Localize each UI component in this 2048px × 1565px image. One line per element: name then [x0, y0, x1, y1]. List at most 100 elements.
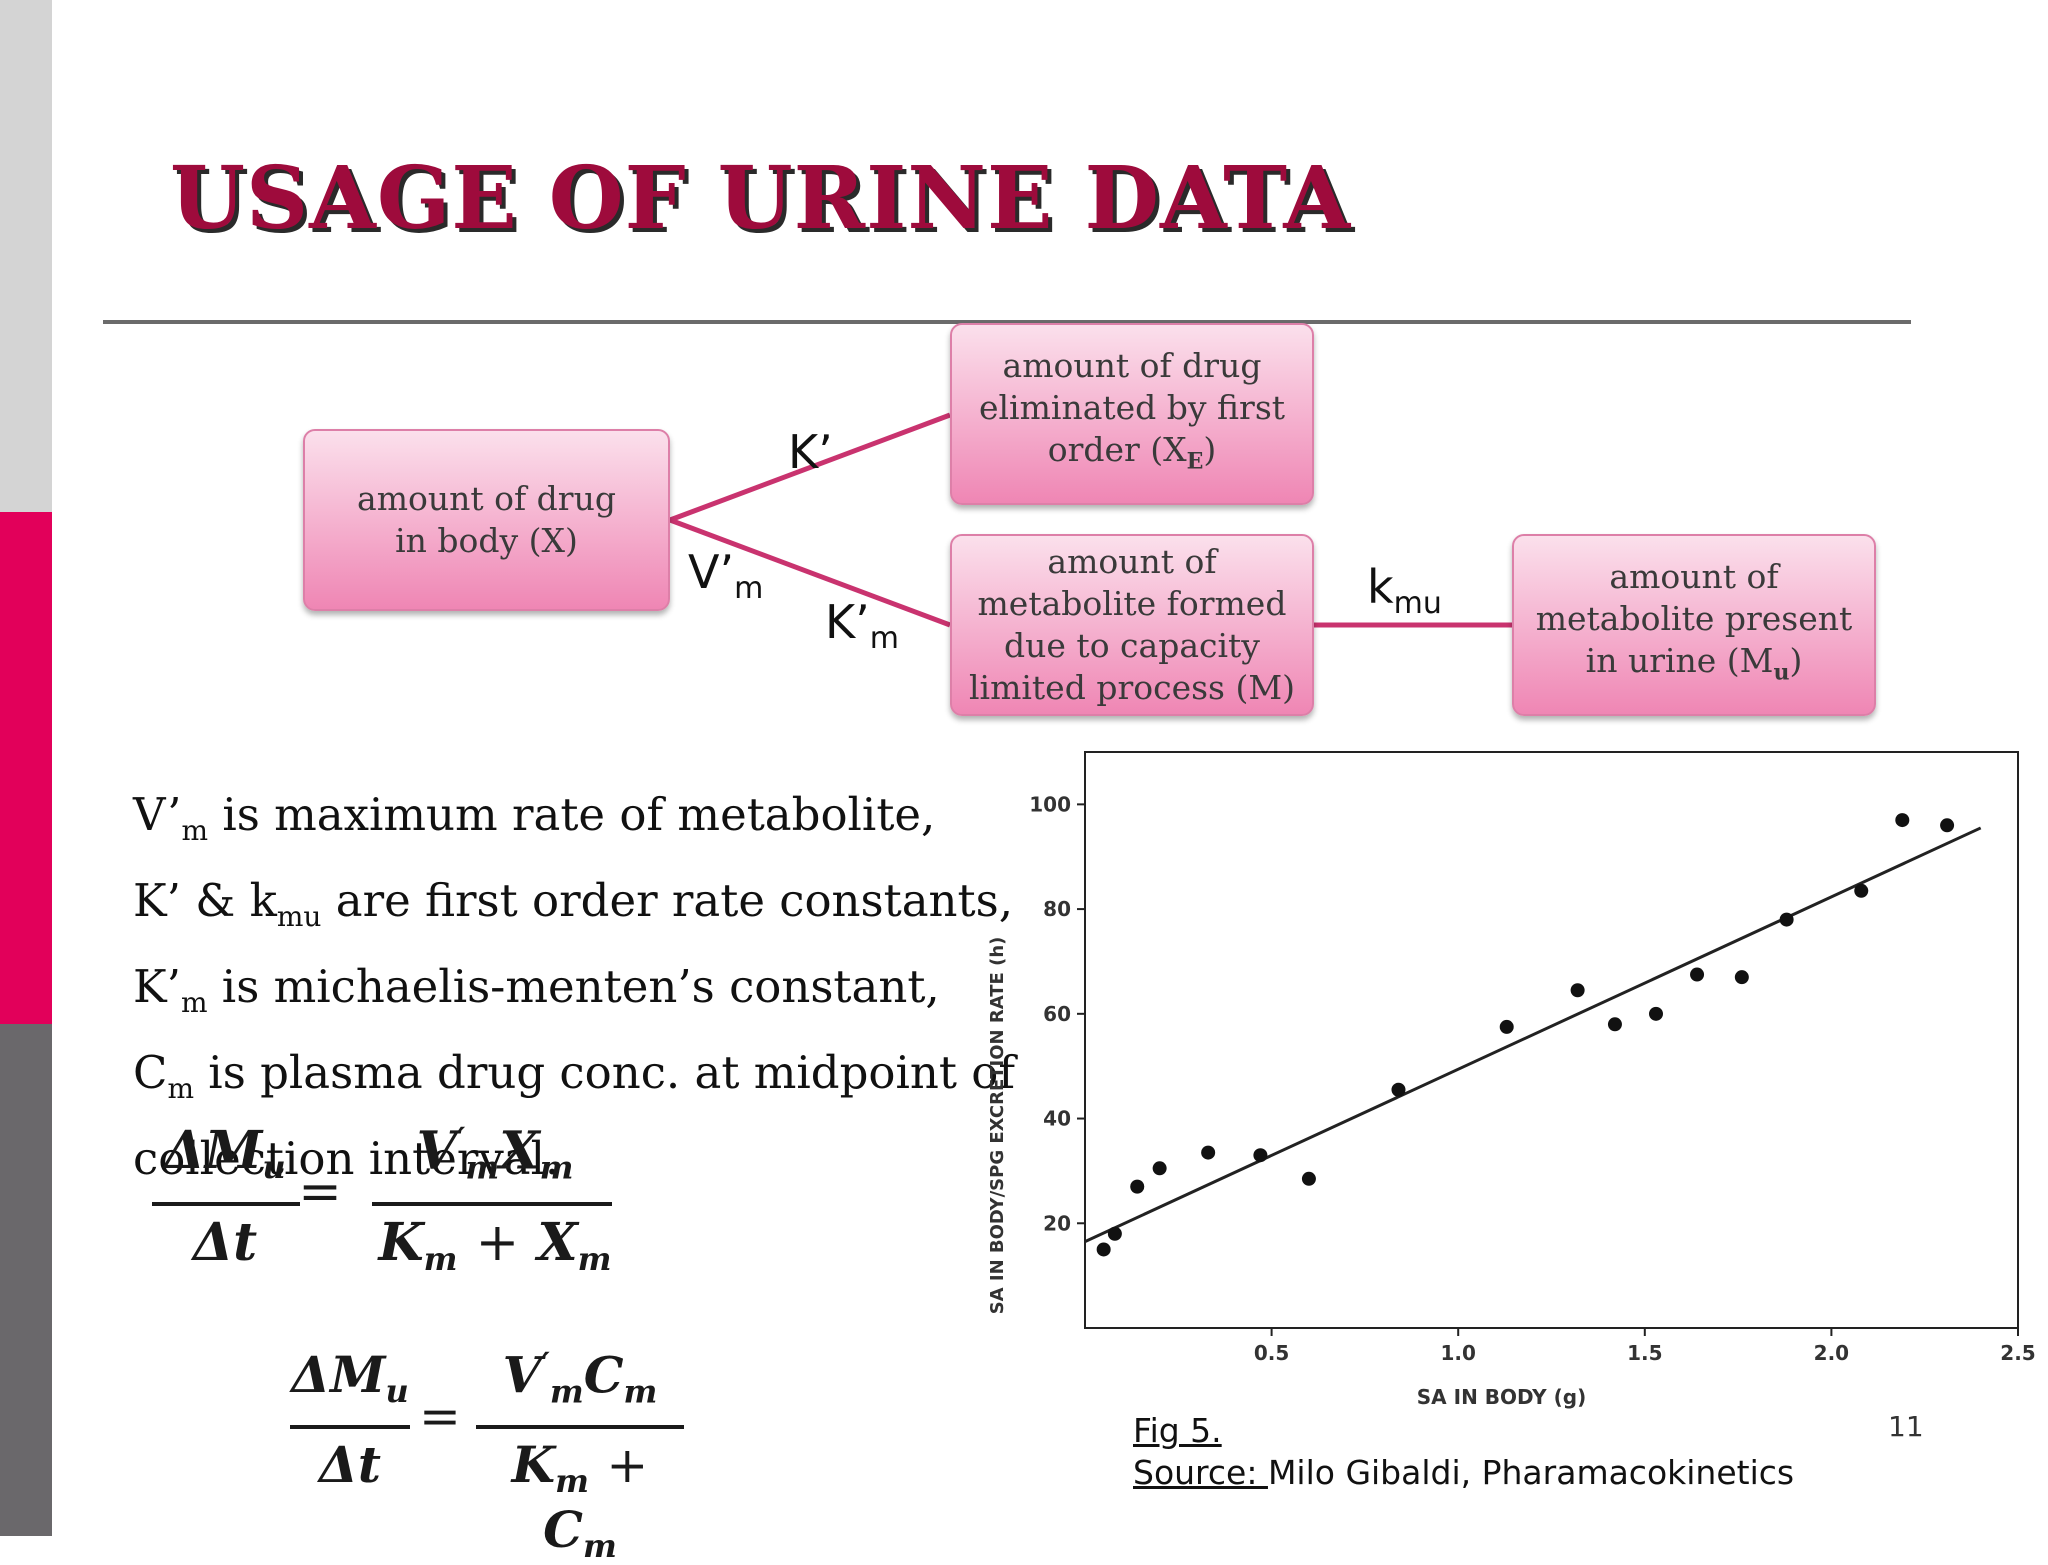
figure-source-line: Source: Milo Gibaldi, Pharamacokinetics	[1133, 1452, 1794, 1494]
definition-text: is plasma drug conc. at midpoint of	[194, 1046, 1016, 1099]
eq2-lhs-denominator: Δt	[319, 1435, 381, 1494]
trend-line	[1084, 826, 1982, 1243]
eq2-equals: =	[419, 1387, 461, 1445]
eq1-k: K	[378, 1212, 424, 1273]
eq1-rhs-numerator: V′mXm	[370, 1120, 620, 1186]
eq1-sub-m: m	[423, 1240, 458, 1278]
eq2-rhs-denominator: Km + Cm	[470, 1435, 690, 1565]
figure-source-label: Source:	[1133, 1453, 1268, 1492]
definition-text: V’	[133, 788, 182, 841]
diagram-connectors	[669, 412, 1512, 628]
box-metabolite-urine-label: amount of metabolite present in urine (M	[1535, 557, 1853, 681]
y-tick-label: 20	[1043, 1211, 1071, 1235]
box-drug-eliminated-text: amount of drug eliminated by first order…	[972, 345, 1292, 483]
box-drug-in-body: amount of drug in body (X)	[303, 429, 670, 611]
data-point	[1301, 1171, 1316, 1186]
eq1-sub-m: m	[539, 1148, 574, 1187]
eq1-delta-m: ΔM	[164, 1120, 263, 1181]
box-drug-eliminated-label: amount of drug eliminated by first order…	[978, 346, 1286, 470]
definition-sub: m	[181, 814, 209, 847]
equation-vm-cm: ΔMu Δt = V′mCm Km + Cm	[280, 1345, 730, 1565]
chart-frame	[1084, 751, 2019, 1329]
definition-line: Cm is plasma drug conc. at midpoint of	[133, 1038, 1015, 1124]
figure-label-line: Fig 5.	[1133, 1410, 1794, 1452]
eq1-lhs-denominator: Δt	[192, 1212, 258, 1273]
sidebar-stripe-bottom	[0, 1024, 52, 1536]
eq1-sub-u: u	[262, 1148, 286, 1186]
eq2-v: V	[502, 1345, 542, 1405]
definition-line: V’m is maximum rate of metabolite,	[133, 780, 973, 866]
eq2-delta-m: ΔM	[291, 1345, 386, 1404]
eq1-sub-m: m	[577, 1240, 612, 1278]
data-point	[1607, 1017, 1622, 1032]
eq2-sub-m: m	[582, 1527, 617, 1565]
x-tick-label: 2.0	[1814, 1341, 1849, 1365]
data-point	[1895, 813, 1910, 828]
eq1-equals: =	[298, 1162, 342, 1222]
figure-label: Fig 5.	[1133, 1411, 1222, 1450]
eq2-plus: +	[606, 1436, 649, 1494]
data-point	[1734, 970, 1749, 985]
eq1-sub-m: m	[465, 1148, 500, 1187]
definition-text: collection interval.	[133, 1132, 560, 1185]
y-tick-label: 80	[1043, 897, 1071, 921]
connector-to-metabolite	[669, 517, 951, 628]
data-point	[1499, 1019, 1514, 1034]
definition-text: K’ & k	[133, 874, 277, 927]
definition-line: collection interval.	[133, 1124, 973, 1210]
eq1-v: V	[416, 1120, 457, 1182]
equation-vm-xm: ΔMu Δt = V′mXm Km + Xm	[140, 1120, 640, 1290]
eq2-prime: ′	[541, 1345, 550, 1383]
definitions: V’m is maximum rate of metabolite, K’ & …	[133, 780, 1015, 1210]
box-drug-in-body-text: amount of drug in body (X)	[357, 479, 616, 560]
rate-label-vm-sub: m	[734, 571, 764, 606]
definition-line: K’ & kmu are first order rate constants,	[133, 866, 1013, 952]
y-tick-label: 40	[1043, 1107, 1071, 1131]
eq1-prime: ′	[456, 1120, 466, 1158]
definition-text: are first order rate constants,	[321, 874, 1013, 927]
figure-caption: Fig 5. Source: Milo Gibaldi, Pharamacoki…	[1133, 1410, 1794, 1494]
rate-label-kmu: kmu	[1367, 560, 1442, 621]
rate-label-vm: V’m	[688, 545, 763, 606]
box-metabolite-formed-text: amount of metabolite formed due to capac…	[968, 542, 1296, 707]
eq2-c: C	[543, 1500, 583, 1559]
definition-line: K’m is michaelis-menten’s constant,	[133, 952, 973, 1038]
eq1-rhs-denominator: Km + Xm	[370, 1212, 620, 1278]
rate-label-km-sub: m	[869, 621, 900, 656]
data-point	[1096, 1242, 1111, 1257]
x-tick-label: 1.0	[1440, 1341, 1475, 1365]
eq1-plus: +	[475, 1213, 520, 1273]
box-metabolite-urine-end: )	[1789, 641, 1803, 681]
eq2-sub-m: m	[555, 1462, 589, 1500]
data-point	[1107, 1226, 1122, 1241]
definition-sub: m	[167, 1072, 194, 1105]
eq2-k: K	[511, 1435, 556, 1494]
box-metabolite-urine-text: amount of metabolite present in urine (M…	[1522, 556, 1866, 694]
data-point	[1779, 912, 1794, 927]
data-point	[1201, 1145, 1216, 1160]
eq2-rhs-bar	[476, 1425, 684, 1429]
eq2-lhs-bar	[290, 1425, 410, 1429]
connector-to-eliminated	[669, 412, 951, 523]
y-tick-label: 100	[1029, 792, 1071, 816]
definition-text: is maximum rate of metabolite,	[208, 788, 936, 841]
figure-source-text: Milo Gibaldi, Pharamacokinetics	[1267, 1453, 1795, 1492]
eq2-sub-m: m	[549, 1372, 584, 1411]
box-drug-eliminated-sub: E	[1186, 448, 1204, 475]
definition-sub: m	[180, 986, 208, 1019]
definition-text: is michaelis-menten’s constant,	[207, 960, 940, 1013]
data-point	[1648, 1006, 1663, 1021]
x-tick-label: 0.5	[1254, 1341, 1289, 1365]
rate-label-kmu-sub: mu	[1393, 586, 1442, 621]
sidebar-stripe-top	[0, 0, 52, 512]
eq2-sub-m: m	[623, 1372, 658, 1411]
eq1-lhs-numerator: ΔMu	[150, 1120, 300, 1186]
eq1-lhs-bar	[152, 1202, 300, 1206]
definition-sub: mu	[276, 900, 322, 933]
sidebar-stripe-accent	[0, 512, 52, 1024]
eq2-rhs-numerator: V′mCm	[470, 1345, 690, 1411]
title-divider	[103, 320, 1911, 324]
data-point	[1152, 1161, 1167, 1176]
rate-label-kmu-main: k	[1367, 560, 1394, 614]
data-point	[1391, 1082, 1406, 1097]
